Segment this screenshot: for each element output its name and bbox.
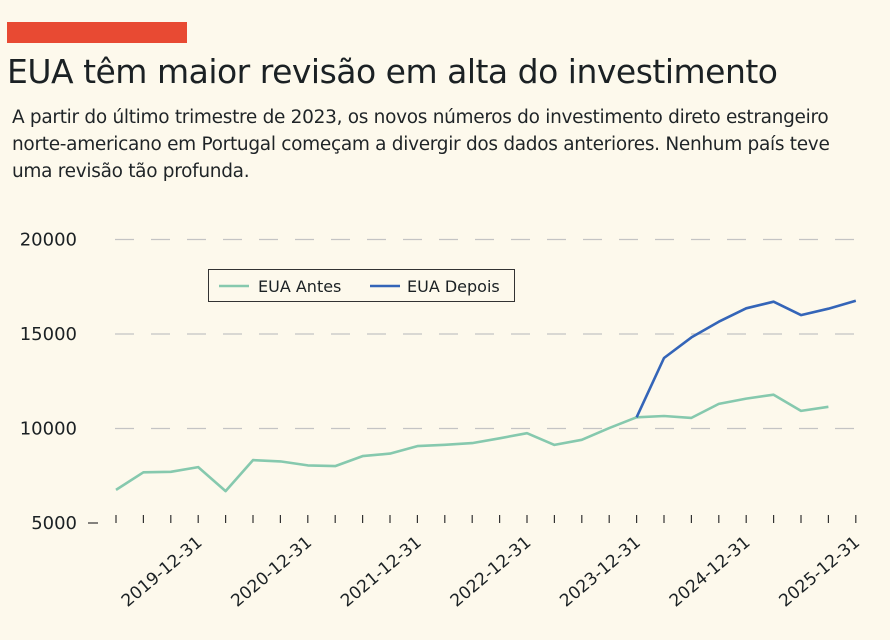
x-tick-label: 2022-12-31	[447, 533, 536, 612]
y-axis: 5000 10000 15000 20000	[20, 230, 98, 534]
x-axis: 2019-12-31 2020-12-31 2021-12-31 2022-12-31…	[115, 515, 864, 612]
legend-box	[208, 269, 515, 302]
y-tick-label: 20000	[20, 230, 77, 251]
chart-title: EUA têm maior revisão em alta do investi…	[7, 52, 778, 91]
x-tick-label: 2025-12-31	[775, 533, 864, 612]
accent-bar	[7, 22, 187, 43]
series-lines	[115, 299, 857, 493]
x-tick-label: 2019-12-31	[118, 533, 207, 612]
gridlines	[115, 238, 860, 430]
x-tick-label: 2020-12-31	[227, 533, 316, 612]
chart-subtitle: A partir do último trimestre de 2023, os…	[12, 107, 830, 182]
legend-label-depois: EUA Depois	[407, 277, 500, 296]
x-tick-label: 2023-12-31	[556, 533, 645, 612]
y-tick-label: 10000	[20, 419, 77, 440]
legend: EUA Antes EUA Depois	[208, 269, 515, 302]
series-line-depois	[635, 299, 857, 418]
x-tick-label: 2024-12-31	[666, 533, 755, 612]
y-tick-label: 5000	[31, 513, 77, 534]
y-tick-label: 15000	[20, 324, 77, 345]
x-tick-label: 2021-12-31	[337, 533, 426, 612]
legend-label-antes: EUA Antes	[258, 277, 341, 296]
series-line-antes	[115, 393, 829, 493]
